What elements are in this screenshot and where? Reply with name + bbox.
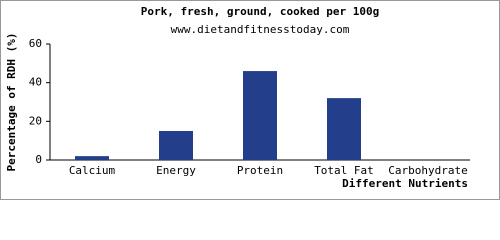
x-tick-label: Total Fat xyxy=(314,164,374,177)
chart-subtitle: www.dietandfitnesstoday.com xyxy=(171,23,350,36)
y-axis-title: Percentage of RDH (%) xyxy=(5,32,18,171)
x-tick-label: Calcium xyxy=(69,164,116,177)
y-tick-label: 0 xyxy=(35,153,42,166)
bar xyxy=(75,156,109,160)
x-tick-label: Protein xyxy=(237,164,283,177)
page: {"chart_data": {"type": "bar", "title": … xyxy=(0,0,500,200)
y-tick-label: 20 xyxy=(29,114,42,127)
bar xyxy=(327,98,361,160)
x-tick-label: Carbohydrate xyxy=(388,164,467,177)
x-tick-label: Energy xyxy=(156,164,196,177)
bar xyxy=(159,131,193,160)
chart-title: Pork, fresh, ground, cooked per 100g xyxy=(141,5,379,18)
y-tick-label: 40 xyxy=(29,76,42,89)
x-axis-title: Different Nutrients xyxy=(342,177,468,190)
bar xyxy=(243,71,277,160)
chart: Pork, fresh, ground, cooked per 100g www… xyxy=(0,0,500,200)
y-tick-label: 60 xyxy=(29,37,42,50)
